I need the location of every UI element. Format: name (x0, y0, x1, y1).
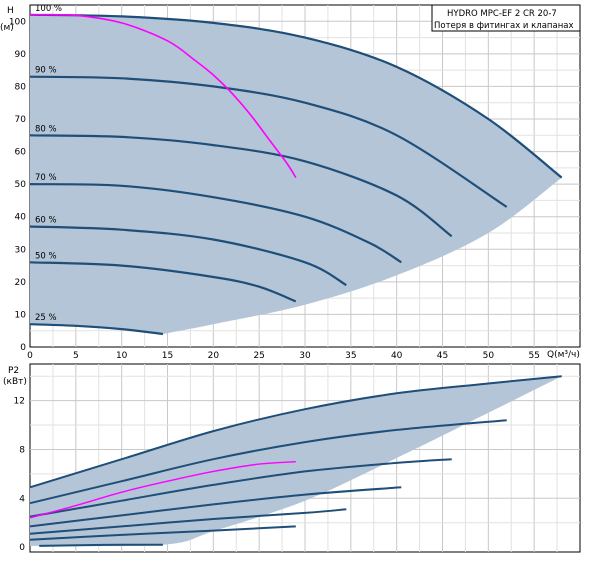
power-axis-label: P2 (8, 366, 19, 376)
power-tick-label: 0 (19, 543, 25, 553)
flow-tick-label: 5 (73, 351, 79, 361)
flow-tick-label: 30 (299, 351, 311, 361)
head-tick-label: 0 (20, 343, 26, 353)
head-curve-4 (29, 225, 347, 287)
head-curve-label: 25 % (35, 313, 57, 323)
legend-box: HYDRO MPC-EF 2 CR 20-7 Потеря в фитингах… (431, 4, 581, 32)
power-curve-0 (29, 375, 562, 489)
head-system-curve (29, 13, 297, 179)
flow-tick-label: 25 (253, 351, 264, 361)
head-tick-labels: 0 5 10 15 20 25 30 35 40 45 50 55 0 10 20 30 40 50 60 70 80 9… (9, 17, 540, 361)
legend-subtitle: Потеря в фитингах и клапанах (434, 21, 574, 31)
head-tick-label: 80 (15, 82, 27, 92)
power-tick-label: 4 (19, 494, 25, 504)
head-tick-label: 70 (15, 115, 27, 125)
power-curve-3 (29, 486, 402, 528)
power-speed-curves (29, 375, 562, 547)
power-tick-label: 12 (14, 397, 25, 407)
head-axis-label: H (7, 6, 14, 16)
legend-frame (431, 4, 581, 32)
head-speed-curves: 100 % 90 % 80 % 70 % 60 % 50 % 25 % (29, 4, 563, 336)
head-curve-1 (29, 75, 508, 208)
head-curve-label: 50 % (35, 251, 57, 261)
head-tick-label: 40 (15, 213, 27, 223)
power-curve-4 (29, 508, 347, 535)
flow-tick-label: 35 (345, 351, 356, 361)
power-axis-unit: (кВт) (3, 377, 27, 387)
head-curve-label: 80 % (35, 124, 57, 134)
power-flow-chart: 0 4 8 12 P2 (кВт) (3, 363, 581, 553)
power-system-curve (29, 461, 296, 519)
head-curve-0 (29, 13, 563, 179)
head-curve-6 (29, 323, 164, 336)
head-curve-label: 60 % (35, 215, 57, 225)
head-tick-label: 60 (15, 148, 27, 158)
head-operating-area (30, 14, 562, 335)
power-operating-area (30, 376, 562, 547)
head-flow-chart: 100 % 90 % 80 % 70 % 60 % 50 % 25 % 0 5 10 15 20 25… (0, 4, 581, 361)
flow-tick-label: 15 (162, 351, 173, 361)
legend-title: HYDRO MPC-EF 2 CR 20-7 (447, 9, 557, 19)
head-tick-label: 50 (15, 180, 27, 190)
head-curve-5 (29, 261, 297, 303)
power-curve-1 (29, 419, 507, 505)
flow-tick-label: 20 (208, 351, 220, 361)
head-curve-label: 90 % (35, 66, 57, 76)
head-curve-label: 100 % (35, 4, 62, 14)
flow-tick-label: 50 (483, 351, 495, 361)
power-curve-6 (39, 543, 163, 547)
power-curve-5 (29, 525, 296, 541)
head-tick-label: 20 (15, 278, 27, 288)
head-curve-label: 70 % (35, 173, 57, 183)
flow-tick-label: 45 (437, 351, 448, 361)
power-curve-2 (29, 458, 452, 518)
flow-tick-label: 10 (116, 351, 128, 361)
head-tick-label: 100 (9, 17, 26, 27)
power-tick-labels: 0 4 8 12 (14, 397, 26, 553)
flow-axis-label: Q(м³/ч) (547, 350, 580, 360)
flow-tick-label: 55 (528, 351, 539, 361)
head-tick-label: 90 (15, 50, 27, 60)
head-curve-3 (29, 183, 402, 264)
head-axis-unit: (м) (0, 23, 14, 33)
head-tick-label: 30 (15, 245, 27, 255)
flow-tick-label: 40 (391, 351, 403, 361)
flow-tick-label: 0 (27, 351, 33, 361)
head-curve-2 (29, 134, 453, 238)
power-tick-label: 8 (19, 445, 25, 455)
head-tick-label: 10 (15, 310, 27, 320)
